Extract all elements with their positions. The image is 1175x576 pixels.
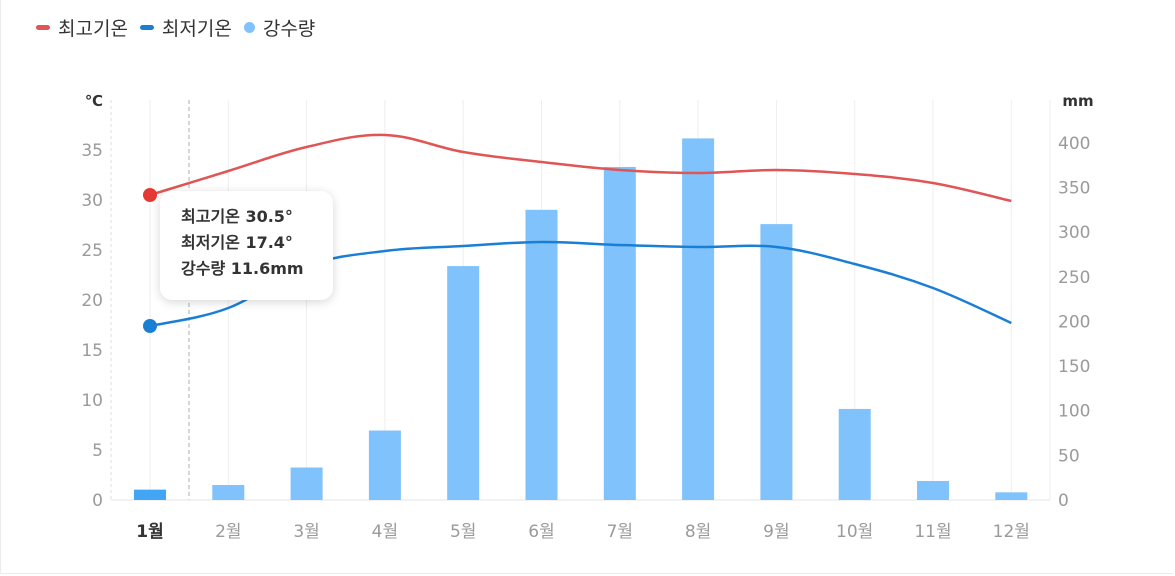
legend-label: 최고기온 [58,18,128,40]
x-tick-label: 10월 [836,522,873,542]
precipitation-bar [212,485,245,500]
legend: 최고기온 최저기온 강수량 [36,14,327,41]
x-tick-label: 8월 [685,522,711,542]
y-right-tick-label: 100 [1058,402,1090,422]
y-right-tick-label: 200 [1058,312,1090,332]
tooltip-min-temp: 최저기온 17.4° [181,233,293,252]
x-tick-label: 3월 [293,522,319,542]
axes: 0 5 10 15 20 25 30 35 ℃ 0 50 100 150 200 250 300 350 400 m… [81,92,1093,542]
x-tick-label: 7월 [607,522,633,542]
y-left-tick-label: 10 [81,391,103,411]
legend-label: 최저기온 [161,18,232,40]
legend-precipitation-swatch [243,22,255,33]
y-left-unit: ℃ [85,92,103,110]
y-left-tick-label: 15 [81,341,103,361]
legend-item-min-temp[interactable]: 최저기온 [139,14,232,41]
tooltip-precipitation: 강수량 11.6mm [181,259,304,278]
x-tick-label: 12월 [993,522,1030,542]
y-right-tick-label: 0 [1058,491,1069,511]
y-right-tick-label: 300 [1058,223,1090,243]
x-tick-label: 4월 [372,522,398,542]
y-right-tick-label: 350 [1058,179,1090,199]
tooltip: 최고기온 30.5° 최저기온 17.4° 강수량 11.6mm [160,191,333,300]
precipitation-bar [838,408,871,500]
precipitation-bar [760,224,793,500]
legend-label: 강수량 [262,18,316,40]
precipitation-bar [290,467,323,500]
x-tick-label: 2월 [215,522,241,542]
y-left-tick-label: 35 [81,141,103,161]
y-right-tick-label: 50 [1058,446,1080,466]
y-right-tick-label: 250 [1058,268,1090,288]
y-right-unit: mm [1062,92,1093,110]
min-temp-active-point [143,319,157,333]
x-tick-label: 9월 [763,522,789,542]
y-left-tick-label: 0 [92,491,103,511]
precipitation-bar [995,492,1028,500]
y-left-tick-label: 30 [81,191,103,211]
y-right-tick-label: 150 [1058,357,1090,377]
y-left-tick-label: 20 [81,291,103,311]
legend-min-temp-swatch [139,25,154,30]
precipitation-bar [682,138,715,500]
y-left-tick-label: 25 [81,241,103,261]
x-tick-label: 5월 [450,522,476,542]
grid-lines [110,100,1051,501]
precipitation-bar [525,209,558,501]
precipitation-bar [603,166,636,500]
y-left-tick-label: 5 [92,441,103,461]
x-tick-label: 6월 [528,522,554,542]
legend-item-precipitation[interactable]: 강수량 [243,14,316,41]
precipitation-bars [134,138,1028,501]
y-right-tick-label: 400 [1058,134,1090,154]
max-temp-active-point [143,188,157,202]
x-tick-label: 11월 [914,522,951,542]
max-temp-line [149,133,1012,203]
precipitation-bar [447,266,480,500]
precipitation-bar [134,489,166,500]
x-tick-label: 1월 [136,522,163,542]
legend-max-temp-swatch [36,25,50,30]
precipitation-bar [917,480,949,500]
precipitation-bar [368,430,401,500]
tooltip-max-temp: 최고기온 30.5° [181,207,293,226]
legend-item-max-temp[interactable]: 최고기온 [36,14,128,41]
